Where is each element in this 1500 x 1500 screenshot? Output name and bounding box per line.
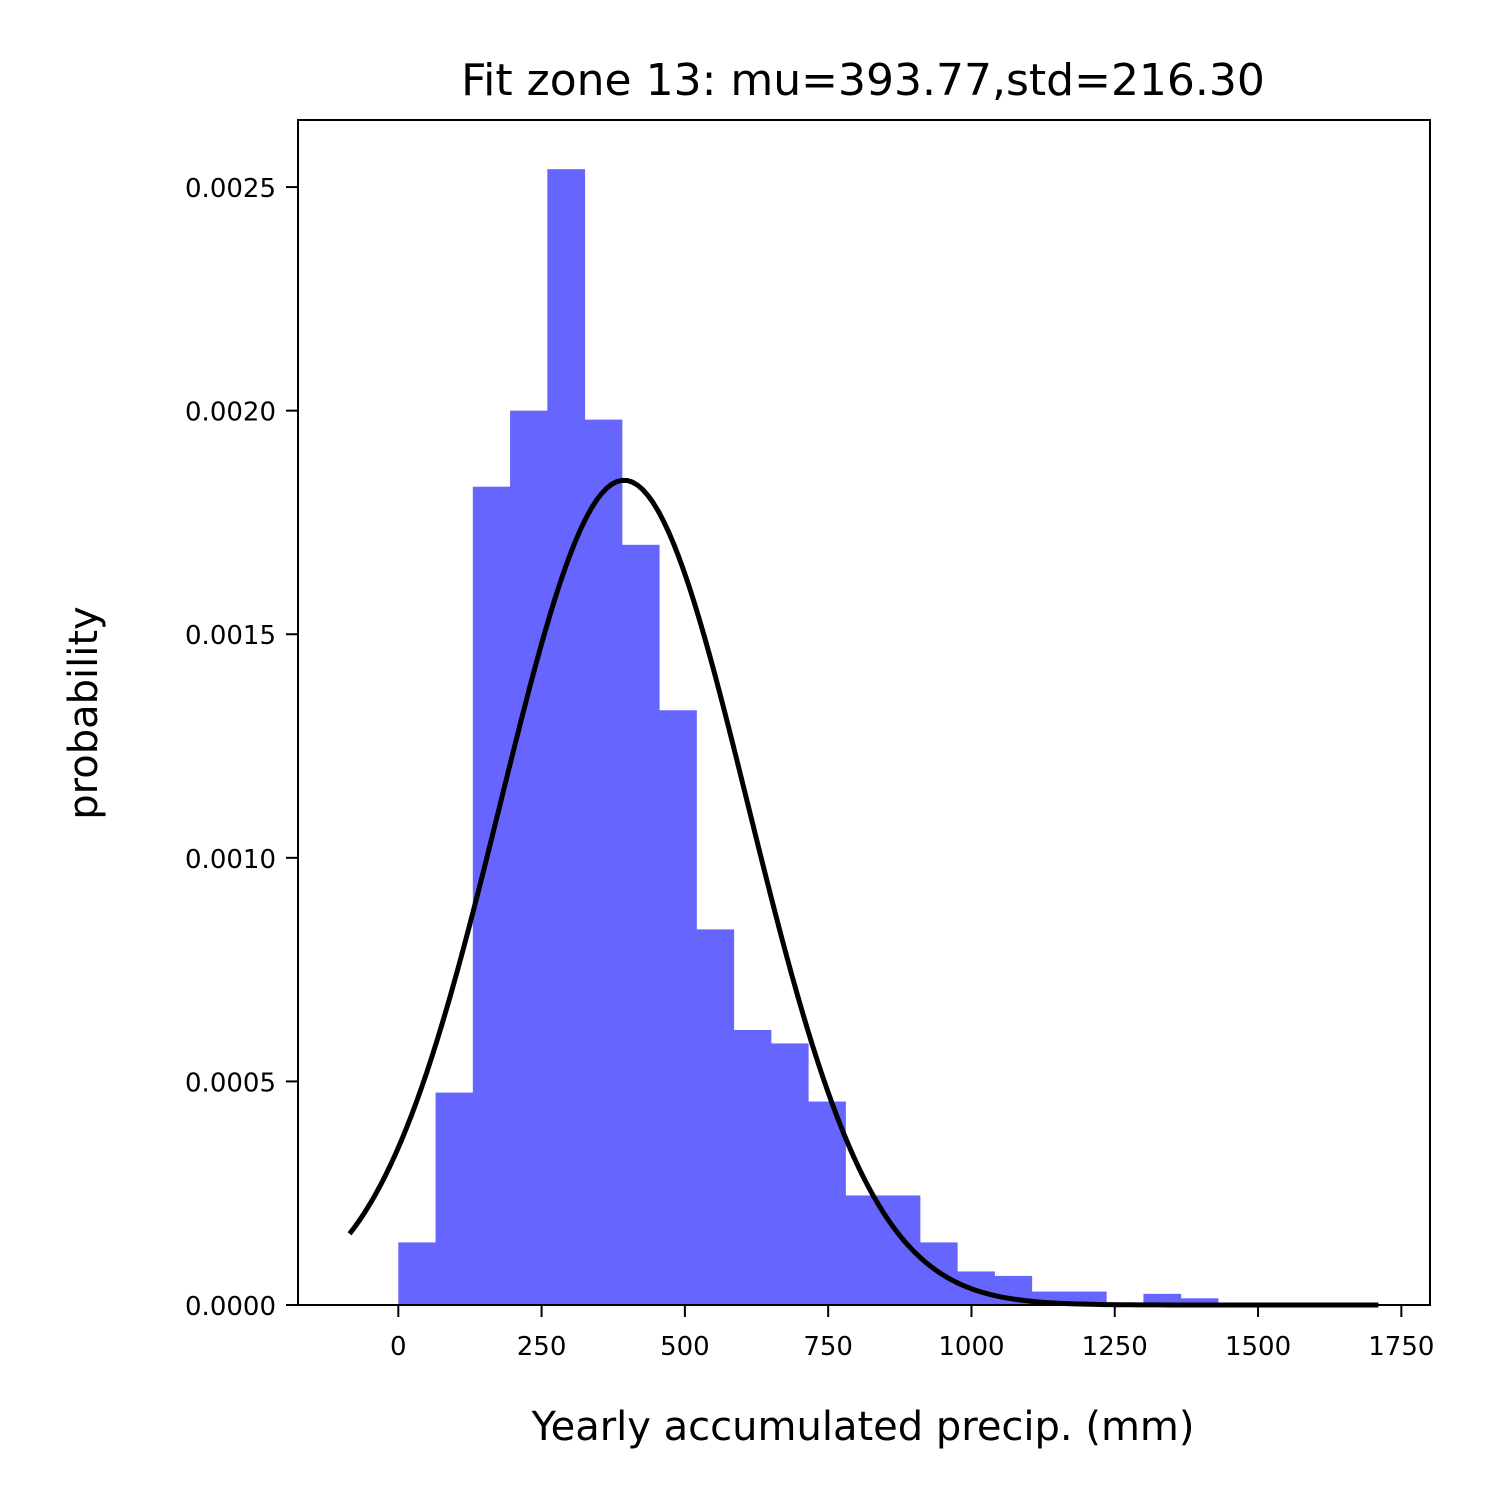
histogram-bar	[435, 1092, 474, 1305]
histogram-bar	[1180, 1298, 1219, 1305]
x-tick-label: 750	[803, 1332, 853, 1362]
x-axis-label: Yearly accumulated precip. (mm)	[530, 1404, 1194, 1450]
histogram-bar	[1143, 1293, 1182, 1305]
x-tick-label: 1750	[1368, 1332, 1434, 1362]
y-axis-label: probability	[61, 606, 107, 819]
y-tick-label: 0.0000	[185, 1292, 276, 1322]
histogram-bar	[696, 929, 735, 1305]
histogram-bar	[845, 1195, 884, 1305]
y-tick-label: 0.0010	[185, 845, 276, 875]
histogram-bar	[584, 419, 623, 1305]
x-tick-label: 1000	[938, 1332, 1004, 1362]
histogram-bar	[659, 710, 697, 1305]
chart-title: Fit zone 13: mu=393.77,std=216.30	[461, 55, 1265, 106]
x-tick-label: 500	[660, 1332, 710, 1362]
histogram-bar	[547, 169, 586, 1305]
x-tick-label: 1500	[1225, 1332, 1291, 1362]
x-tick-label: 250	[517, 1332, 567, 1362]
y-tick-label: 0.0015	[185, 621, 276, 651]
histogram-bar	[808, 1101, 846, 1305]
y-axis-ticks: 0.0000 0.0005 0.0010 0.0015 0.0020 0.0025	[185, 174, 298, 1322]
histogram-bar	[621, 544, 660, 1305]
x-tick-label: 1250	[1082, 1332, 1148, 1362]
y-tick-label: 0.0025	[185, 174, 276, 204]
x-tick-label: 0	[390, 1332, 407, 1362]
histogram-bar	[733, 1029, 772, 1305]
histogram-bar	[770, 1043, 809, 1305]
histogram-bar	[510, 410, 548, 1305]
y-tick-label: 0.0005	[185, 1068, 276, 1098]
histogram-bars	[398, 169, 1219, 1305]
histogram-bar	[398, 1242, 437, 1305]
y-tick-label: 0.0020	[185, 398, 276, 428]
x-axis-ticks: 0 250 500 750 1000 1250 1500 1750	[390, 1305, 1434, 1362]
plot-frame	[297, 119, 1431, 1306]
